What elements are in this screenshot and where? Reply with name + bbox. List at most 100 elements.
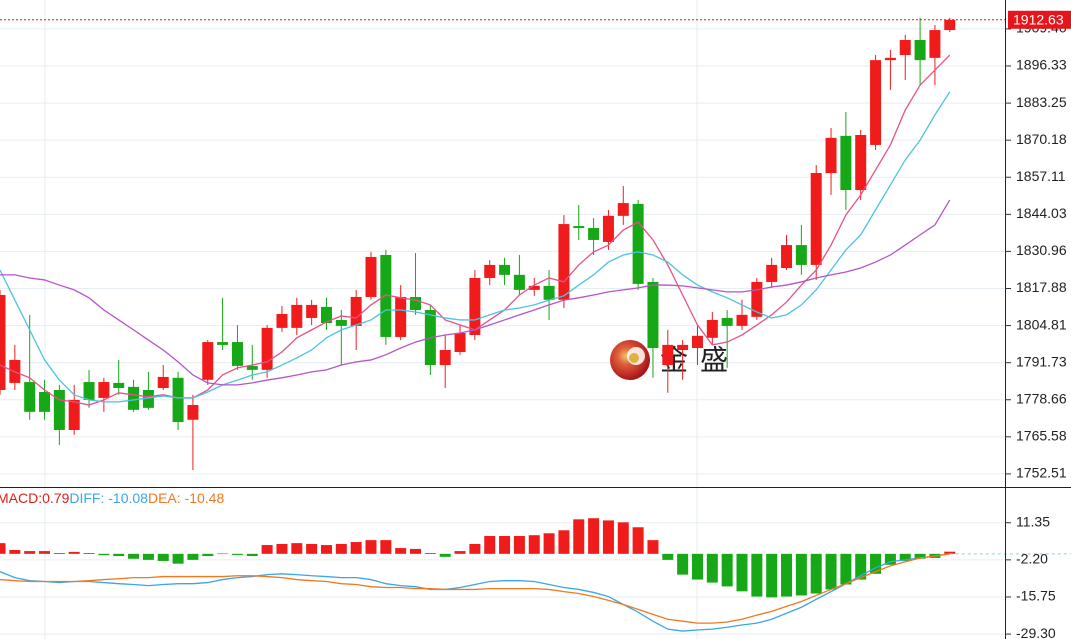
- macd-bar: [543, 533, 555, 554]
- legend-name: MACD:: [0, 490, 42, 506]
- candle-body: [914, 39, 926, 61]
- macd-bar: [513, 536, 525, 554]
- macd-bar: [172, 553, 184, 564]
- y-tick-label: 1804.81: [1016, 316, 1067, 332]
- candle-body: [543, 285, 555, 300]
- macd-bar: [810, 553, 822, 594]
- macd-bar: [573, 519, 585, 554]
- macd-bar: [320, 545, 332, 554]
- candle-body: [276, 313, 288, 328]
- indicator-line: [0, 199, 951, 386]
- macd-bar: [781, 553, 793, 597]
- macd-bar: [795, 553, 807, 596]
- legend-value: 0.79: [42, 490, 69, 506]
- candle-body: [588, 228, 600, 240]
- legend-name: DIFF:: [69, 490, 108, 506]
- macd-bar: [588, 518, 600, 554]
- macd-bar: [187, 553, 199, 560]
- candle-body: [751, 281, 763, 317]
- candle-body: [781, 245, 793, 269]
- macd-bar: [736, 553, 748, 592]
- candle-body: [0, 294, 6, 390]
- axis-layer: 1752.51 1765.58 1778.66 1791.73 1804.81 1817.…: [0, 10, 1071, 639]
- macd-bar: [335, 543, 347, 554]
- candle-body: [261, 327, 273, 370]
- candle-body: [499, 264, 511, 275]
- candle-body: [320, 306, 332, 324]
- macd-bar: [899, 553, 911, 561]
- macd-bar: [706, 553, 718, 583]
- candle-body: [39, 391, 51, 412]
- candle-body: [157, 376, 169, 389]
- candle-body: [706, 319, 718, 338]
- macd-bar: [380, 540, 392, 554]
- candle-body: [602, 215, 614, 242]
- indicator-line: [0, 553, 950, 632]
- macd-bar: [113, 553, 125, 557]
- y-tick-label: 1817.88: [1016, 279, 1067, 295]
- candle-body: [410, 296, 422, 311]
- macd-bar: [751, 553, 763, 597]
- y-tick-label: -29.30: [1016, 625, 1056, 639]
- macd-bar: [68, 551, 80, 554]
- candle-body: [53, 389, 65, 430]
- macd-bar: [499, 536, 511, 554]
- macd-bar: [424, 553, 436, 554]
- macd-bar: [128, 553, 140, 559]
- candle-body: [380, 254, 392, 337]
- macd-bar: [870, 553, 882, 574]
- candle-body: [929, 30, 941, 58]
- macd-bar: [617, 522, 629, 554]
- legend-value: -10.48: [185, 490, 225, 506]
- macd-bar: [39, 551, 51, 554]
- candle-body: [68, 399, 80, 430]
- macd-bar: [884, 553, 896, 565]
- indicator-line: [0, 91, 951, 403]
- watermark-text: 盛: [700, 344, 728, 375]
- macd-bar: [306, 543, 318, 554]
- candle-body: [617, 203, 629, 216]
- indicator-line: [0, 54, 951, 406]
- candle-body: [647, 281, 659, 349]
- candle-body: [810, 173, 822, 265]
- candle-body: [217, 342, 229, 345]
- macd-bar: [558, 530, 570, 554]
- y-tick-label: 1870.18: [1016, 131, 1067, 147]
- candle-body: [513, 274, 525, 290]
- candle-body: [632, 203, 644, 284]
- legend-value: -10.08: [108, 490, 148, 506]
- candle-body: [721, 317, 733, 326]
- last-price-label: 1912.63: [1013, 11, 1064, 27]
- macd-bar: [365, 540, 377, 554]
- candle-body: [573, 226, 585, 229]
- macd-bar: [231, 553, 243, 555]
- candle-body: [855, 135, 867, 191]
- macd-bar: [914, 553, 926, 559]
- candle-body: [291, 304, 303, 328]
- candle-body: [662, 344, 674, 366]
- macd-bar: [157, 553, 169, 561]
- macd-bar: [677, 553, 689, 575]
- y-tick-label: 11.35: [1016, 513, 1050, 529]
- candle-body: [840, 135, 852, 191]
- macd-bar: [528, 535, 540, 554]
- macd-bar: [276, 543, 288, 554]
- candle-body: [335, 319, 347, 326]
- y-tick-label: -15.75: [1016, 588, 1056, 604]
- y-tick-label: 1857.11: [1016, 168, 1066, 184]
- macd-bar: [202, 553, 214, 557]
- candle-body: [677, 344, 689, 351]
- y-tick-label: 1883.25: [1016, 94, 1067, 110]
- macd-bar: [83, 553, 95, 554]
- macd-bar: [632, 527, 644, 554]
- macd-bar: [53, 553, 65, 554]
- candle-body: [202, 342, 214, 380]
- candle-body: [558, 224, 570, 300]
- macd-bar: [469, 543, 481, 554]
- candle-body: [870, 60, 882, 145]
- macd-bar: [840, 553, 852, 585]
- macd-bar: [410, 548, 422, 554]
- macd-bar: [691, 553, 703, 580]
